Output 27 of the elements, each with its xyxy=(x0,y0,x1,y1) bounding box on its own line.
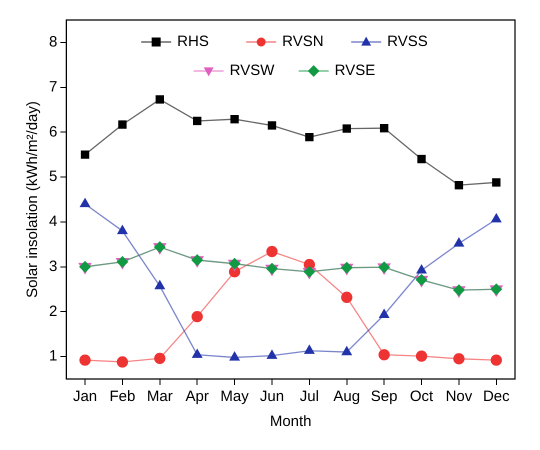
y-tick-label: 1 xyxy=(49,348,58,365)
legend-label: RVSE xyxy=(334,62,376,80)
x-tick-label: Jan xyxy=(72,388,98,406)
x-tick-label: Feb xyxy=(109,388,136,406)
y-tick-label: 4 xyxy=(49,213,58,230)
x-tick-label: Oct xyxy=(410,388,434,406)
legend-label: RVSW xyxy=(230,62,276,80)
x-tick-label: Jul xyxy=(300,388,319,406)
x-tick-label: Dec xyxy=(482,388,510,406)
legend-label: RVSS xyxy=(387,33,428,50)
x-tick-label: Mar xyxy=(146,388,173,406)
x-axis-title: Month xyxy=(270,413,312,430)
y-tick-label: 6 xyxy=(49,123,58,140)
y-tick-label: 7 xyxy=(49,78,58,96)
y-tick-label: 2 xyxy=(49,302,58,320)
x-tick-label: Aug xyxy=(333,388,360,406)
y-tick-label: 3 xyxy=(49,258,58,275)
x-tick-label: Sep xyxy=(370,388,398,406)
y-tick-label: 5 xyxy=(49,168,58,186)
x-tick-label: May xyxy=(220,388,250,406)
x-tick-label: Apr xyxy=(186,388,209,406)
legend-label: RHS xyxy=(177,33,209,50)
y-tick-label: 8 xyxy=(49,34,58,51)
y-axis-title: Solar insolation (kWh/m²/day) xyxy=(24,101,42,298)
x-tick-label: Nov xyxy=(446,388,473,406)
legend-label: RVSN xyxy=(282,33,324,50)
x-tick-label: Jun xyxy=(260,388,284,406)
